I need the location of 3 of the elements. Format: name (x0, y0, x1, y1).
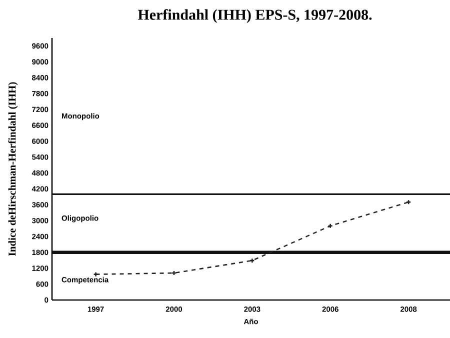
y-axis-title: Indice deHirschman-Herfindahl (IHH) (8, 82, 18, 256)
point (93, 272, 98, 277)
chart-title: Herfindahl (IHH) EPS-S, 1997-2008. (138, 9, 372, 23)
